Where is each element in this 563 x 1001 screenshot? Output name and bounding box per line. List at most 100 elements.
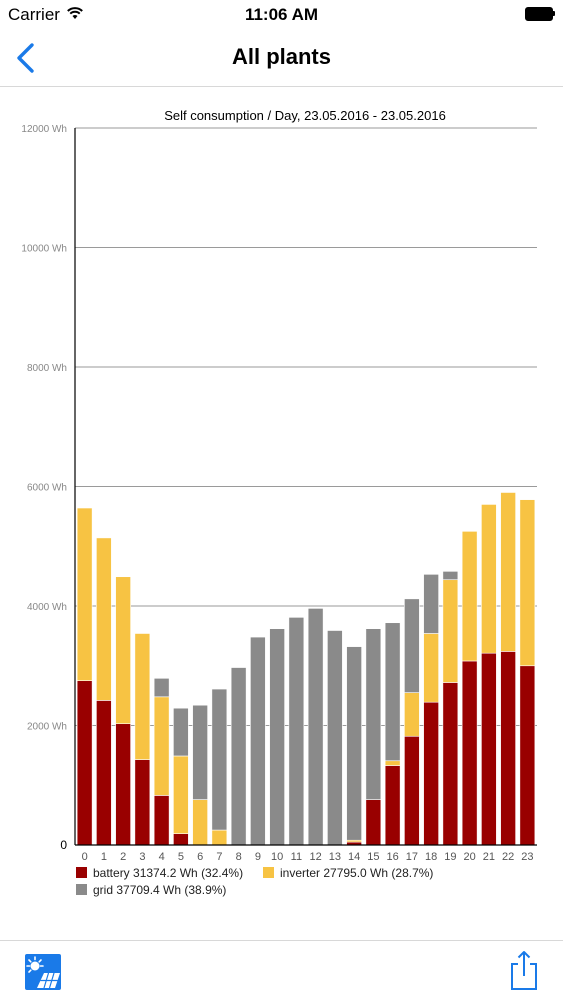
y-tick-label: 2000 Wh bbox=[27, 722, 67, 733]
x-tick-label: 17 bbox=[406, 851, 418, 863]
bar-battery bbox=[96, 700, 112, 846]
x-tick-label: 6 bbox=[197, 851, 203, 863]
legend-item-inverter: inverter 27795.0 Wh (28.7%) bbox=[263, 866, 433, 880]
bar-battery bbox=[423, 701, 439, 846]
x-tick-label: 5 bbox=[178, 851, 184, 863]
share-button[interactable] bbox=[509, 949, 539, 991]
x-tick-label: 1 bbox=[101, 851, 107, 863]
bar-inverter bbox=[134, 633, 151, 760]
bar-grid bbox=[269, 628, 285, 846]
bar-grid bbox=[346, 646, 362, 841]
bar-inverter bbox=[461, 531, 478, 662]
bar-battery bbox=[442, 682, 459, 846]
x-tick-label: 15 bbox=[367, 851, 379, 863]
bar-inverter bbox=[500, 492, 516, 652]
bar-inverter bbox=[404, 692, 420, 737]
share-icon bbox=[511, 951, 537, 990]
bar-inverter bbox=[442, 579, 459, 683]
bar-battery bbox=[173, 833, 189, 846]
legend-label-battery: battery 31374.2 Wh (32.4%) bbox=[93, 866, 244, 880]
chart-title: Self consumption / Day, 23.05.2016 - 23.… bbox=[164, 108, 446, 123]
y-tick-label: 6000 Wh bbox=[27, 483, 67, 494]
back-button[interactable] bbox=[10, 38, 46, 78]
x-tick-label: 16 bbox=[387, 851, 399, 863]
bar-grid bbox=[307, 608, 324, 846]
navigation-bar: All plants bbox=[0, 30, 563, 87]
x-tick-label: 21 bbox=[483, 851, 495, 863]
bar-grid bbox=[404, 598, 420, 693]
status-bar: Carrier 11:06 AM bbox=[0, 0, 563, 30]
bar-grid bbox=[327, 630, 343, 846]
bar-battery bbox=[384, 765, 401, 846]
bar-inverter bbox=[153, 696, 170, 796]
clock: 11:06 AM bbox=[244, 5, 319, 24]
bar-inverter bbox=[76, 507, 93, 681]
y-tick-label: 0 bbox=[60, 838, 67, 852]
bar-grid bbox=[173, 707, 189, 757]
bar-battery bbox=[500, 651, 516, 846]
bar-grid bbox=[423, 574, 439, 634]
bar-inverter bbox=[423, 633, 439, 703]
x-tick-label: 19 bbox=[444, 851, 456, 863]
bar-battery bbox=[404, 735, 420, 846]
bar-battery bbox=[365, 799, 382, 846]
bar-grid bbox=[153, 677, 170, 698]
carrier-label: Carrier bbox=[8, 5, 60, 24]
x-tick-label: 23 bbox=[521, 851, 533, 863]
bar-battery bbox=[153, 795, 170, 846]
page-title: All plants bbox=[231, 44, 331, 69]
bar-grid bbox=[365, 628, 382, 800]
legend-item-battery: battery 31374.2 Wh (32.4%) bbox=[76, 866, 243, 880]
y-tick-label: 4000 Wh bbox=[27, 602, 67, 613]
bar-battery bbox=[134, 759, 151, 846]
bar-battery bbox=[76, 680, 93, 846]
legend-label-grid: grid 37709.4 Wh (38.9%) bbox=[93, 883, 227, 897]
legend-item-grid: grid 37709.4 Wh (38.9%) bbox=[76, 883, 226, 897]
solar-plant-icon bbox=[25, 954, 61, 990]
chevron-left-icon bbox=[17, 43, 34, 73]
x-tick-label: 8 bbox=[236, 851, 242, 863]
wifi-icon bbox=[67, 7, 83, 19]
legend-swatch-inverter bbox=[263, 867, 274, 878]
bar-battery bbox=[461, 660, 478, 846]
bar-inverter bbox=[211, 829, 228, 846]
battery-icon bbox=[525, 7, 555, 21]
bar-grid bbox=[384, 622, 401, 762]
bar-inverter bbox=[384, 760, 401, 766]
x-tick-label: 7 bbox=[216, 851, 222, 863]
x-tick-label: 11 bbox=[291, 851, 302, 863]
legend-label-inverter: inverter 27795.0 Wh (28.7%) bbox=[280, 866, 434, 880]
y-tick-label: 8000 Wh bbox=[27, 363, 67, 374]
x-tick-label: 3 bbox=[139, 851, 145, 863]
x-tick-label: 22 bbox=[502, 851, 514, 863]
x-tick-label: 12 bbox=[310, 851, 322, 863]
x-tick-label: 9 bbox=[255, 851, 261, 863]
bar-battery bbox=[115, 723, 131, 846]
bar-inverter bbox=[96, 537, 112, 701]
x-tick-label: 20 bbox=[464, 851, 476, 863]
y-tick-label: 10000 Wh bbox=[21, 244, 67, 255]
x-tick-label: 13 bbox=[329, 851, 341, 863]
bottom-toolbar bbox=[0, 940, 563, 1001]
bar-grid bbox=[250, 636, 266, 846]
x-tick-label: 0 bbox=[82, 851, 88, 863]
bar-battery bbox=[519, 665, 536, 846]
bar-grid bbox=[230, 667, 247, 846]
x-tick-label: 2 bbox=[120, 851, 126, 863]
y-tick-label: 12000 Wh bbox=[21, 124, 67, 135]
bar-battery bbox=[481, 652, 497, 846]
x-tick-label: 4 bbox=[159, 851, 165, 863]
bar-grid bbox=[192, 704, 208, 800]
bar-inverter bbox=[192, 799, 208, 846]
x-tick-label: 18 bbox=[425, 851, 437, 863]
legend-swatch-grid bbox=[76, 884, 87, 895]
plant-button[interactable] bbox=[24, 953, 62, 991]
bar-grid bbox=[288, 617, 305, 846]
x-tick-label: 10 bbox=[271, 851, 283, 863]
legend-swatch-battery bbox=[76, 867, 87, 878]
bar-inverter bbox=[115, 576, 131, 725]
bar-inverter bbox=[173, 755, 189, 834]
bar-inverter bbox=[481, 504, 497, 654]
bar-grid bbox=[211, 688, 228, 831]
